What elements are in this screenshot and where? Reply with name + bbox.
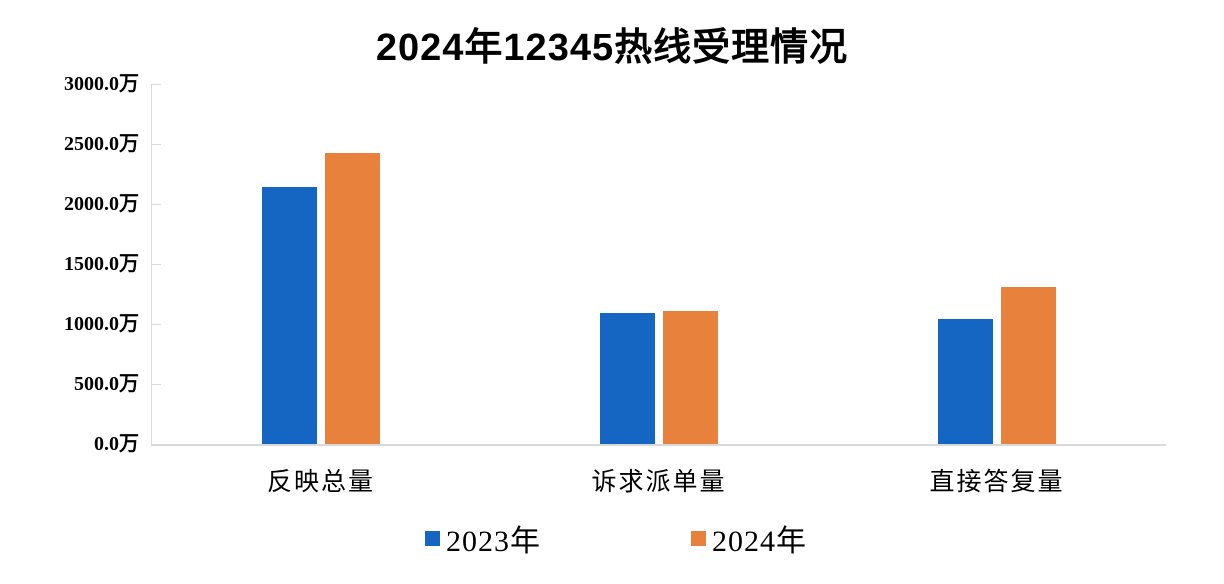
- legend-item-2024: 2024年: [691, 520, 807, 558]
- x-category-label: 诉求派单量: [591, 469, 727, 496]
- y-axis-tick: [152, 383, 161, 385]
- y-axis-tick: [152, 83, 161, 85]
- legend-label-2024: 2024年: [712, 525, 807, 558]
- legend-label-2023: 2023年: [446, 525, 541, 558]
- x-category-label: 直接答复量: [929, 469, 1065, 496]
- legend-swatch-2023: [425, 530, 440, 546]
- chart-title: 2024年12345热线受理情况: [375, 27, 849, 69]
- y-axis-tick: [152, 323, 161, 325]
- bar-2023年-诉求派单量: [600, 313, 655, 444]
- y-axis-tick: [152, 143, 161, 145]
- y-tick-label: 2000.0万: [64, 193, 139, 215]
- y-axis-tick: [152, 263, 161, 265]
- y-axis-line: [151, 84, 152, 444]
- y-tick-label: 1500.0万: [64, 253, 139, 275]
- legend: 2023年 2024年: [0, 520, 1224, 558]
- legend-item-2023: 2023年: [425, 520, 541, 558]
- y-tick-label: 2500.0万: [64, 133, 139, 155]
- x-category-label: 反映总量: [266, 469, 375, 496]
- x-axis-line: [151, 444, 1166, 446]
- y-axis-tick: [152, 203, 161, 205]
- y-tick-label: 0.0万: [94, 433, 139, 455]
- y-tick-label: 1000.0万: [64, 313, 139, 335]
- legend-swatch-2024: [691, 530, 706, 546]
- bar-2023年-直接答复量: [938, 318, 993, 444]
- bar-2023年-反映总量: [262, 186, 317, 444]
- y-axis-tick: [152, 443, 161, 445]
- y-tick-label: 3000.0万: [64, 73, 139, 95]
- bar-2024年-诉求派单量: [663, 311, 718, 444]
- bar-2024年-反映总量: [325, 153, 380, 444]
- y-tick-label: 500.0万: [74, 373, 139, 395]
- bar-2024年-直接答复量: [1001, 287, 1056, 444]
